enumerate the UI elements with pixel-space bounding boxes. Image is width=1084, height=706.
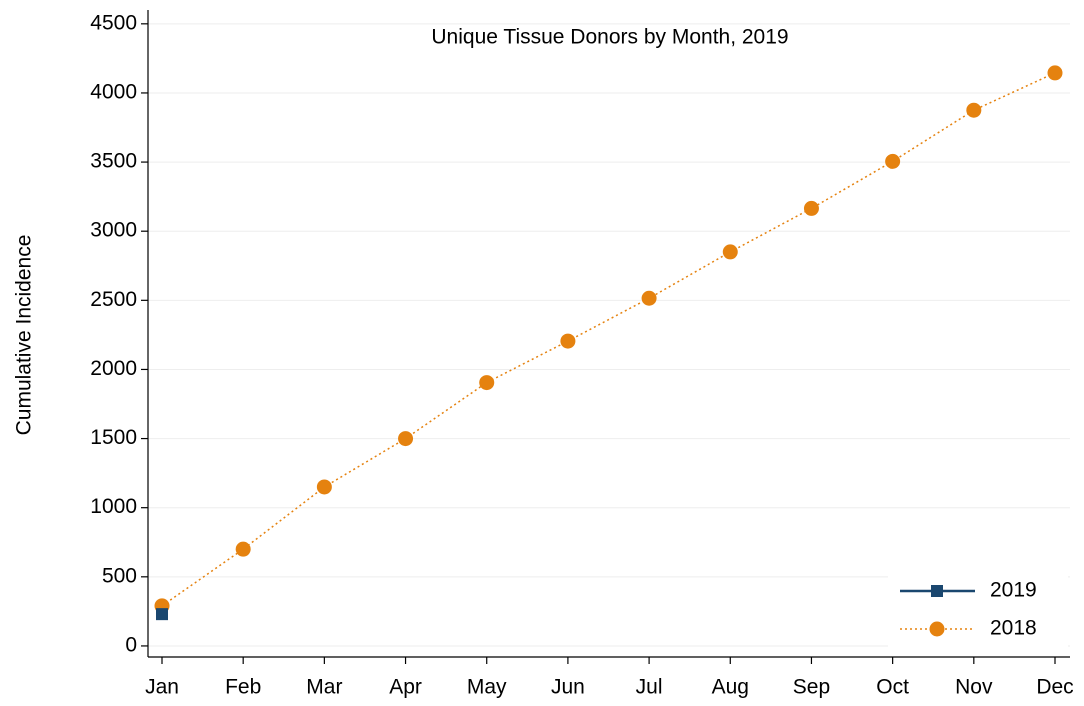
y-tick-label: 4000 [90, 80, 137, 103]
y-tick-label: 3000 [90, 219, 137, 242]
x-tick-label: Dec [1036, 676, 1073, 699]
marker [885, 153, 901, 169]
marker [398, 431, 414, 447]
x-tick-label: Sep [793, 676, 830, 699]
legend-label: 2018 [990, 617, 1037, 640]
y-tick-label: 500 [102, 564, 137, 587]
marker [722, 244, 738, 260]
y-tick-label: 1500 [90, 426, 137, 449]
x-tick-label: Feb [225, 676, 261, 699]
y-tick-label: 2500 [90, 288, 137, 311]
x-tick-label: Jan [145, 676, 179, 699]
y-tick-label: 4500 [90, 11, 137, 34]
x-tick-label: Mar [306, 676, 342, 699]
marker [479, 375, 495, 391]
series-line [161, 72, 1056, 607]
marker [803, 200, 819, 216]
marker [235, 541, 251, 557]
marker [560, 333, 576, 349]
legend-label: 2019 [990, 579, 1037, 602]
x-tick-label: Nov [955, 676, 993, 699]
y-tick-label: 3500 [90, 150, 137, 173]
x-tick-label: Jul [636, 676, 663, 699]
marker [641, 290, 657, 306]
x-tick-label: Oct [876, 676, 909, 699]
marker [966, 102, 982, 118]
y-tick-label: 0 [125, 633, 137, 656]
y-tick-label: 2000 [90, 357, 137, 380]
legend-marker [931, 585, 943, 597]
y-tick-label: 1000 [90, 495, 137, 518]
x-tick-label: Aug [712, 676, 749, 699]
marker [316, 479, 332, 495]
legend-marker [929, 621, 945, 637]
x-tick-label: Jun [551, 676, 585, 699]
marker [1047, 65, 1063, 81]
y-axis-label: Cumulative Incidence [13, 235, 36, 436]
chart-title: Unique Tissue Donors by Month, 2019 [431, 26, 788, 49]
x-tick-label: May [467, 676, 507, 699]
legend-background [888, 572, 1068, 648]
x-tick-label: Apr [389, 676, 422, 699]
marker [156, 608, 168, 621]
